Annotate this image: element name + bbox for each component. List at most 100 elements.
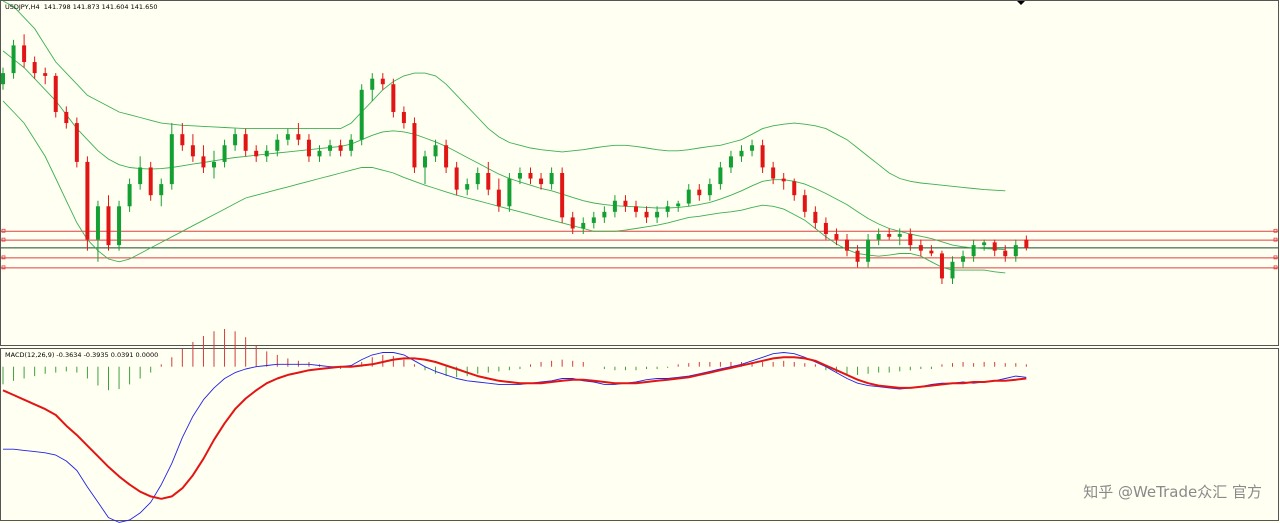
candle-body bbox=[317, 150, 322, 157]
candle-body bbox=[697, 189, 702, 196]
candle-body bbox=[444, 145, 449, 168]
candle-body bbox=[454, 167, 459, 190]
candle bbox=[950, 256, 955, 284]
candle bbox=[549, 167, 554, 190]
candle-body bbox=[296, 134, 301, 140]
candle-body bbox=[190, 145, 195, 157]
candle-body bbox=[644, 211, 649, 218]
candle-body bbox=[412, 123, 417, 168]
candle-body bbox=[465, 184, 470, 190]
candle bbox=[581, 217, 586, 235]
level-handle-left-3[interactable] bbox=[1, 255, 6, 260]
candle bbox=[117, 200, 122, 251]
candle bbox=[169, 123, 174, 190]
candle bbox=[1024, 235, 1029, 251]
candle-body bbox=[623, 200, 628, 207]
level-handle-right-0[interactable] bbox=[1273, 228, 1278, 233]
candle bbox=[750, 139, 755, 157]
level-handle-right-1[interactable] bbox=[1273, 237, 1278, 242]
level-handle-left-0[interactable] bbox=[1, 228, 6, 233]
level-handle-right-3[interactable] bbox=[1273, 255, 1278, 260]
candle-body bbox=[655, 211, 660, 218]
candle-body bbox=[581, 222, 586, 229]
candle-body bbox=[918, 245, 923, 251]
candle-body bbox=[876, 234, 881, 240]
candle-body bbox=[781, 178, 786, 182]
candle-body bbox=[222, 145, 227, 162]
candle-body bbox=[560, 173, 565, 218]
candle-body bbox=[264, 150, 269, 157]
candle-body bbox=[212, 161, 216, 168]
candle-body bbox=[285, 134, 290, 140]
candle-body bbox=[486, 173, 491, 190]
candle bbox=[138, 156, 143, 190]
bollinger-lower-line bbox=[2, 100, 1006, 274]
candle-body bbox=[739, 150, 744, 157]
candle bbox=[1003, 245, 1008, 262]
candle-body bbox=[939, 253, 944, 279]
candle-body bbox=[243, 134, 248, 151]
candle bbox=[634, 200, 638, 218]
candle-body bbox=[528, 173, 533, 179]
candle bbox=[85, 156, 90, 251]
candle-body bbox=[433, 145, 438, 157]
candle-body bbox=[866, 239, 871, 262]
candle-body bbox=[665, 206, 670, 212]
candle-body bbox=[855, 250, 860, 262]
candle bbox=[897, 228, 902, 246]
candle-body bbox=[718, 167, 723, 185]
candle bbox=[539, 173, 544, 190]
candle-body bbox=[328, 145, 333, 151]
candle bbox=[306, 134, 311, 162]
level-handle-left-4[interactable] bbox=[1, 265, 6, 270]
level-handle-left-1[interactable] bbox=[1, 237, 6, 242]
candle bbox=[570, 211, 575, 235]
candle bbox=[254, 145, 259, 162]
candle bbox=[929, 245, 934, 257]
candle bbox=[866, 234, 871, 268]
candles bbox=[1, 34, 1029, 284]
candle bbox=[813, 206, 818, 229]
candle bbox=[380, 73, 385, 90]
candle-body bbox=[1013, 245, 1018, 257]
candle bbox=[676, 200, 681, 212]
candle-body bbox=[1024, 239, 1029, 248]
candle bbox=[74, 117, 79, 168]
candle-body bbox=[423, 156, 427, 168]
candle bbox=[243, 128, 248, 157]
candle bbox=[517, 167, 522, 185]
candle bbox=[180, 123, 185, 151]
candle bbox=[64, 106, 69, 129]
candle bbox=[602, 206, 607, 223]
candle-body bbox=[380, 78, 385, 85]
candle-body bbox=[95, 206, 100, 240]
level-handle-right-4[interactable] bbox=[1273, 265, 1278, 270]
bollinger-middle-line bbox=[2, 50, 1006, 251]
candle bbox=[707, 178, 712, 201]
candle-body bbox=[127, 184, 132, 207]
candle bbox=[528, 167, 533, 185]
candle-body bbox=[117, 206, 122, 246]
candle bbox=[423, 150, 427, 185]
candle bbox=[1013, 239, 1018, 262]
candle bbox=[349, 134, 354, 157]
candle-body bbox=[338, 145, 343, 151]
candle-body bbox=[897, 234, 902, 237]
candle bbox=[201, 145, 206, 173]
candle bbox=[190, 134, 195, 162]
candle-body bbox=[370, 78, 375, 90]
horizontal-levels[interactable] bbox=[1, 228, 1278, 270]
candle-body bbox=[359, 89, 364, 140]
candle-body bbox=[823, 222, 828, 235]
candle bbox=[665, 200, 670, 218]
candle-body bbox=[1003, 250, 1008, 257]
candle-body bbox=[233, 134, 238, 146]
main-panel-frame bbox=[0, 0, 1279, 346]
candle-body bbox=[961, 256, 966, 262]
candle-body bbox=[391, 84, 396, 112]
candle-body bbox=[728, 156, 733, 168]
candle bbox=[739, 145, 744, 162]
candle-body bbox=[159, 184, 164, 196]
candle bbox=[275, 134, 280, 157]
candle bbox=[507, 173, 512, 212]
